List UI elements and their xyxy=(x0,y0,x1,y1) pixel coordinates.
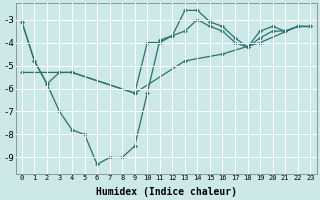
X-axis label: Humidex (Indice chaleur): Humidex (Indice chaleur) xyxy=(96,186,236,197)
